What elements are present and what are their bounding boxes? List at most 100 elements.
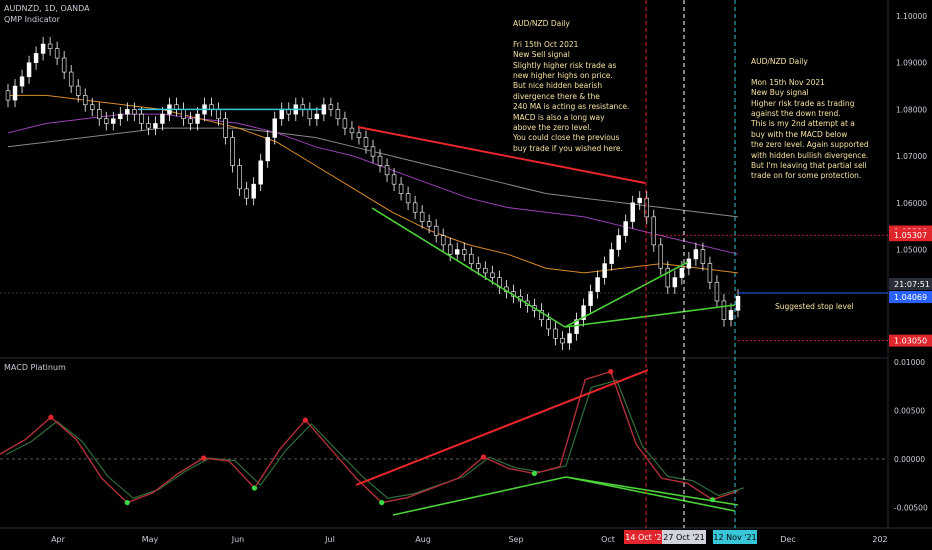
time-tick-label: Sep — [508, 535, 523, 544]
macd-tick-label: -0.00500 — [894, 503, 928, 512]
candle-body — [384, 165, 390, 176]
candle-body — [398, 183, 404, 194]
candle-body — [447, 244, 453, 255]
candle-body — [476, 263, 481, 269]
macd-buy-dot — [709, 497, 716, 503]
candle-body — [97, 109, 102, 120]
candle-body — [5, 90, 11, 101]
candle-body — [349, 127, 355, 134]
candle-body — [12, 85, 18, 101]
price-tag-label: 1.05307 — [894, 231, 927, 240]
candle-body — [244, 188, 249, 199]
candle-body — [356, 132, 362, 138]
time-tick-label: Jul — [324, 535, 335, 544]
price-tick-label: 1.10000 — [896, 12, 927, 21]
candle-body — [672, 277, 678, 288]
candle-body — [40, 43, 46, 54]
time-tick-label: Aug — [415, 535, 431, 544]
macd-bearish-divergence — [355, 369, 649, 486]
time-axis: Apr May Jun Jul Aug Sep Oct Dec 202 14 Oct '2127 … — [51, 530, 888, 544]
candle-body — [153, 123, 158, 129]
candle-body — [539, 309, 544, 320]
candle-body — [54, 48, 60, 59]
price-tag-label: 21:07:51 — [894, 280, 930, 289]
candle-body — [195, 113, 200, 124]
macd-title: MACD Platinum — [4, 363, 66, 372]
candle-body — [272, 118, 277, 138]
candle-body — [679, 267, 685, 278]
candle-body — [490, 272, 495, 278]
candle-body — [251, 183, 256, 199]
candle-body — [686, 258, 692, 269]
candle-body — [546, 319, 551, 330]
candle-body — [33, 53, 39, 64]
candle-body — [602, 263, 607, 278]
candle-body — [132, 109, 137, 115]
macd-sell-dot — [200, 455, 207, 461]
date-tag-bg — [662, 530, 706, 544]
candle-body — [574, 319, 579, 334]
macd-bullish-divergence — [392, 476, 567, 516]
time-tick-label: Apr — [51, 535, 66, 544]
candle-body — [433, 225, 439, 236]
sell-signal-note: AUD/NZD Daily Fri 15th Oct 2021 New Sell… — [513, 19, 630, 153]
candle-body — [68, 71, 74, 87]
candle-body — [139, 113, 144, 124]
date-tag-bg — [624, 530, 668, 544]
macd-sell-dot — [608, 369, 614, 375]
price-tick-label: 1.06000 — [896, 199, 927, 208]
price-tag-bg — [889, 334, 932, 347]
candle-body — [26, 62, 32, 78]
candle-body — [265, 137, 270, 162]
candle-body — [328, 104, 334, 110]
candle-body — [216, 109, 221, 120]
candle-body — [714, 281, 720, 302]
macd-buy-dot — [379, 499, 385, 506]
ma-orange-line — [8, 94, 739, 274]
candle-body — [426, 221, 432, 227]
candle-body — [644, 197, 649, 218]
candle-body — [363, 137, 369, 148]
macd-tick-label: 0.01000 — [894, 358, 925, 367]
candle-body — [630, 202, 635, 222]
candle-body — [370, 146, 376, 157]
candles — [5, 37, 741, 350]
candle-body — [412, 202, 418, 213]
candle-body — [637, 197, 642, 204]
candle-body — [75, 85, 81, 96]
candle-body — [595, 277, 600, 292]
candle-body — [181, 109, 186, 120]
candle-body — [307, 109, 313, 120]
candle-body — [258, 160, 263, 185]
stop-level-note: Suggested stop level — [775, 302, 854, 311]
bullish-trend-line — [371, 207, 566, 328]
candle-body — [223, 118, 228, 138]
macd-line — [0, 370, 739, 504]
candle-body — [462, 249, 467, 255]
time-tick-label: May — [142, 535, 159, 544]
candle-body — [82, 95, 88, 106]
date-tag-label: 27 Oct '21 — [663, 533, 704, 542]
bullish-trend-line — [564, 261, 689, 328]
price-axis: 1.10000 1.09000 1.08000 1.07000 1.06000 1.050… — [889, 12, 932, 512]
candle-body — [455, 249, 460, 255]
candle-body — [700, 249, 706, 264]
candle-body — [321, 104, 327, 115]
price-tick-label: 1.08000 — [896, 105, 927, 114]
macd-buy-dot — [251, 485, 258, 491]
trend-lines — [357, 126, 736, 328]
macd-bullish-divergence — [565, 476, 739, 506]
buy-signal-note: AUD/NZD Daily Mon 15th Nov 2021 New Buy … — [751, 57, 869, 181]
candle-body — [405, 193, 411, 204]
candle-body — [335, 109, 341, 120]
price-tag-label: 1.03050 — [894, 337, 927, 346]
bullish-trend-line — [564, 304, 736, 328]
macd-bullish-divergence — [565, 476, 736, 512]
candle-body — [419, 211, 425, 222]
signal-line — [5, 379, 745, 499]
candle-body — [314, 113, 320, 120]
candle-body — [609, 249, 614, 264]
candle-body — [279, 109, 284, 120]
candle-body — [651, 216, 656, 246]
